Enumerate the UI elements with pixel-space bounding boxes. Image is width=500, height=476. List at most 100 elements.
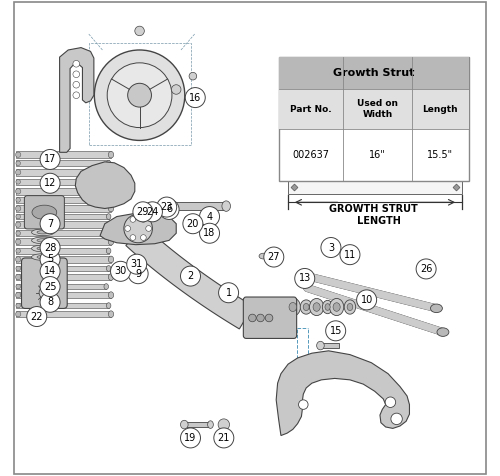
Circle shape xyxy=(326,321,345,341)
Text: 9: 9 xyxy=(135,268,141,279)
Circle shape xyxy=(156,197,176,217)
Circle shape xyxy=(140,217,146,222)
Ellipse shape xyxy=(116,267,126,274)
Ellipse shape xyxy=(202,223,210,234)
Ellipse shape xyxy=(32,245,54,252)
Ellipse shape xyxy=(108,238,114,245)
Circle shape xyxy=(16,222,21,228)
Ellipse shape xyxy=(285,298,300,316)
Ellipse shape xyxy=(300,300,312,314)
Circle shape xyxy=(180,428,201,448)
Circle shape xyxy=(16,152,21,158)
Bar xyxy=(16,284,106,289)
Bar xyxy=(16,160,108,166)
Polygon shape xyxy=(276,351,409,436)
Ellipse shape xyxy=(128,266,132,269)
Circle shape xyxy=(16,266,20,271)
Text: 26: 26 xyxy=(420,264,432,274)
Circle shape xyxy=(16,257,21,262)
Ellipse shape xyxy=(330,298,344,316)
Ellipse shape xyxy=(313,303,320,311)
Circle shape xyxy=(256,314,264,322)
Ellipse shape xyxy=(106,214,111,219)
Text: Length: Length xyxy=(422,105,458,114)
Bar xyxy=(16,214,108,219)
Bar xyxy=(89,43,192,145)
Bar xyxy=(16,266,108,271)
Circle shape xyxy=(40,261,60,281)
Text: 6: 6 xyxy=(166,204,172,215)
Text: 5: 5 xyxy=(47,254,53,265)
Text: 16: 16 xyxy=(189,92,202,103)
Circle shape xyxy=(40,149,60,169)
Ellipse shape xyxy=(106,160,111,166)
Text: 16": 16" xyxy=(369,150,386,160)
Bar xyxy=(187,217,199,222)
Ellipse shape xyxy=(222,201,230,211)
Bar xyxy=(16,311,111,317)
Circle shape xyxy=(107,63,172,128)
Ellipse shape xyxy=(37,238,49,242)
Circle shape xyxy=(125,226,130,231)
Ellipse shape xyxy=(108,256,114,263)
Circle shape xyxy=(16,188,21,194)
Circle shape xyxy=(133,202,153,222)
Ellipse shape xyxy=(37,255,49,259)
Ellipse shape xyxy=(108,274,114,280)
Ellipse shape xyxy=(259,253,268,259)
Text: 30: 30 xyxy=(114,266,126,277)
Bar xyxy=(278,57,469,89)
Circle shape xyxy=(265,314,273,322)
Circle shape xyxy=(172,85,181,94)
Ellipse shape xyxy=(344,300,356,314)
Circle shape xyxy=(16,292,21,298)
Text: 13: 13 xyxy=(298,273,311,284)
Text: Growth Strut: Growth Strut xyxy=(333,68,414,78)
Circle shape xyxy=(94,50,185,140)
Bar xyxy=(16,205,111,212)
Bar xyxy=(16,303,108,308)
Circle shape xyxy=(189,72,196,80)
Circle shape xyxy=(142,202,163,222)
Ellipse shape xyxy=(437,328,449,337)
Bar xyxy=(16,256,111,263)
Circle shape xyxy=(356,290,376,310)
Circle shape xyxy=(214,428,234,448)
Ellipse shape xyxy=(316,341,324,350)
Circle shape xyxy=(218,419,230,430)
Text: 14: 14 xyxy=(44,266,56,277)
Text: 21: 21 xyxy=(218,433,230,443)
Circle shape xyxy=(140,235,146,240)
Circle shape xyxy=(128,83,152,107)
Ellipse shape xyxy=(108,205,114,212)
Text: 11: 11 xyxy=(344,249,356,260)
Circle shape xyxy=(180,266,201,286)
Circle shape xyxy=(73,92,80,99)
Circle shape xyxy=(186,88,206,108)
Circle shape xyxy=(126,254,146,274)
Circle shape xyxy=(130,217,136,222)
Ellipse shape xyxy=(347,304,353,311)
Text: Used on
Width: Used on Width xyxy=(357,99,398,119)
Circle shape xyxy=(264,247,284,267)
Circle shape xyxy=(16,179,20,184)
Text: 8: 8 xyxy=(47,297,53,307)
Circle shape xyxy=(39,287,52,299)
FancyBboxPatch shape xyxy=(244,297,296,338)
Circle shape xyxy=(135,26,144,36)
FancyBboxPatch shape xyxy=(24,196,64,229)
Ellipse shape xyxy=(333,303,340,311)
Polygon shape xyxy=(60,48,94,152)
Bar xyxy=(16,221,111,228)
Text: 18: 18 xyxy=(204,228,216,238)
Ellipse shape xyxy=(106,248,111,254)
Ellipse shape xyxy=(325,304,330,310)
Ellipse shape xyxy=(108,221,114,228)
Circle shape xyxy=(110,261,130,281)
Ellipse shape xyxy=(118,268,123,272)
Circle shape xyxy=(27,307,46,327)
Ellipse shape xyxy=(180,420,188,429)
Circle shape xyxy=(294,268,314,288)
Circle shape xyxy=(321,238,341,258)
Ellipse shape xyxy=(37,247,49,250)
